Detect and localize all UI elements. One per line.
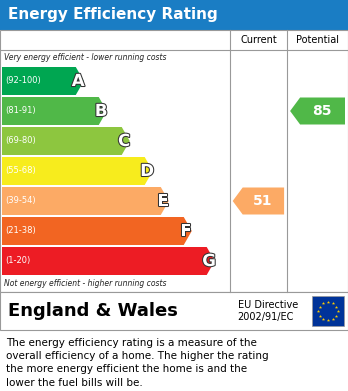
Text: 51: 51: [253, 194, 272, 208]
Polygon shape: [2, 187, 169, 215]
Text: F: F: [181, 222, 192, 240]
Text: Not energy efficient - higher running costs: Not energy efficient - higher running co…: [4, 280, 166, 289]
Text: 85: 85: [312, 104, 331, 118]
Text: (39-54): (39-54): [5, 197, 35, 206]
Text: England & Wales: England & Wales: [8, 302, 178, 320]
Polygon shape: [2, 247, 215, 275]
Polygon shape: [2, 97, 107, 125]
Text: C: C: [118, 132, 130, 150]
Text: D: D: [140, 162, 154, 180]
Bar: [0, 30, 348, 292]
Text: B: B: [95, 102, 108, 120]
Polygon shape: [2, 157, 153, 185]
Text: E: E: [158, 192, 169, 210]
Text: Potential: Potential: [296, 35, 339, 45]
Text: (1-20): (1-20): [5, 256, 30, 265]
Text: (92-100): (92-100): [5, 77, 41, 86]
Text: The energy efficiency rating is a measure of the
overall efficiency of a home. T: The energy efficiency rating is a measur…: [6, 338, 269, 387]
Text: Very energy efficient - lower running costs: Very energy efficient - lower running co…: [4, 54, 166, 63]
Text: Current: Current: [240, 35, 277, 45]
Text: (21-38): (21-38): [5, 226, 36, 235]
Text: G: G: [202, 252, 216, 270]
Bar: [0, 292, 348, 330]
Text: (55-68): (55-68): [5, 167, 36, 176]
Polygon shape: [290, 97, 345, 124]
Bar: [0, 0, 348, 30]
Polygon shape: [233, 188, 284, 215]
Text: Energy Efficiency Rating: Energy Efficiency Rating: [8, 7, 218, 23]
Text: A: A: [72, 72, 85, 90]
Text: EU Directive
2002/91/EC: EU Directive 2002/91/EC: [238, 300, 298, 322]
Polygon shape: [2, 67, 84, 95]
Text: (81-91): (81-91): [5, 106, 35, 115]
Polygon shape: [2, 127, 130, 155]
Bar: [312, 296, 344, 326]
Polygon shape: [2, 217, 192, 245]
Text: (69-80): (69-80): [5, 136, 36, 145]
